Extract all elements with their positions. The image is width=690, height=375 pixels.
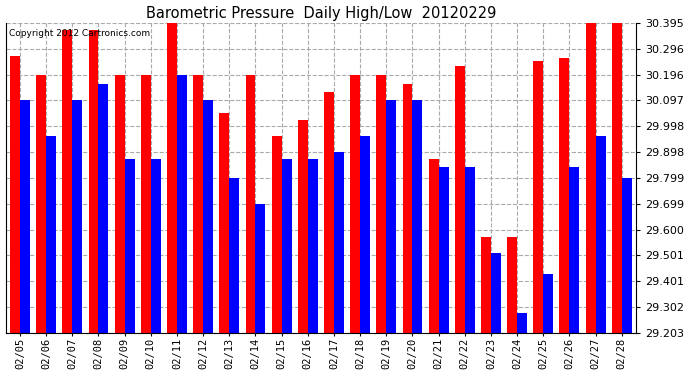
Bar [298, 120, 308, 333]
Bar [193, 75, 203, 333]
Text: Copyright 2012 Cartronics.com: Copyright 2012 Cartronics.com [9, 29, 150, 38]
Bar [20, 100, 30, 333]
Bar [167, 23, 177, 333]
Bar [517, 313, 527, 333]
Bar [507, 237, 517, 333]
Title: Barometric Pressure  Daily High/Low  20120229: Barometric Pressure Daily High/Low 20120… [146, 6, 496, 21]
Bar [141, 75, 151, 333]
Bar [46, 136, 56, 333]
Bar [219, 113, 229, 333]
Bar [622, 178, 632, 333]
Bar [428, 159, 439, 333]
Bar [334, 152, 344, 333]
Bar [533, 61, 543, 333]
Bar [439, 167, 449, 333]
Bar [177, 75, 187, 333]
Bar [491, 253, 501, 333]
Bar [246, 75, 255, 333]
Bar [402, 84, 413, 333]
Bar [10, 56, 20, 333]
Bar [455, 66, 465, 333]
Bar [255, 204, 266, 333]
Bar [465, 167, 475, 333]
Bar [324, 92, 334, 333]
Bar [36, 75, 46, 333]
Bar [115, 75, 125, 333]
Bar [413, 100, 422, 333]
Bar [350, 75, 360, 333]
Bar [282, 159, 292, 333]
Bar [376, 75, 386, 333]
Bar [586, 23, 595, 333]
Bar [62, 30, 72, 333]
Bar [308, 159, 317, 333]
Bar [125, 159, 135, 333]
Bar [272, 136, 282, 333]
Bar [595, 136, 606, 333]
Bar [229, 178, 239, 333]
Bar [612, 23, 622, 333]
Bar [72, 100, 82, 333]
Bar [560, 58, 569, 333]
Bar [386, 100, 396, 333]
Bar [203, 100, 213, 333]
Bar [151, 159, 161, 333]
Bar [88, 30, 99, 333]
Bar [360, 136, 370, 333]
Bar [481, 237, 491, 333]
Bar [569, 167, 580, 333]
Bar [543, 274, 553, 333]
Bar [99, 84, 108, 333]
